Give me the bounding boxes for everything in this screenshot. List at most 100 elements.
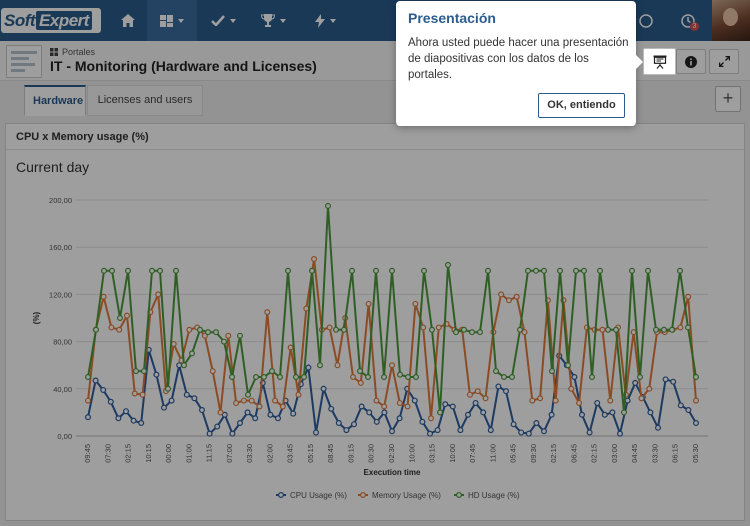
- line-chart: 0,00 40,00 80,00 120,00 160,00 200,00 (%) 09:45…: [32, 196, 708, 500]
- data-point: [411, 397, 418, 404]
- data-point: [493, 368, 500, 375]
- nav-goals-button[interactable]: [250, 0, 296, 41]
- data-point: [245, 391, 252, 398]
- presentation-button[interactable]: [643, 48, 676, 75]
- y-tick-label: 0,00: [57, 432, 72, 441]
- nav-help-button[interactable]: [634, 0, 658, 41]
- data-point: [92, 326, 99, 333]
- data-point: [358, 403, 365, 410]
- data-point: [139, 391, 146, 398]
- chevron-down-icon: [279, 18, 286, 23]
- data-point: [503, 388, 510, 395]
- fullscreen-button[interactable]: [709, 49, 739, 74]
- data-point: [389, 362, 396, 369]
- nav-actions-button[interactable]: [302, 0, 348, 41]
- y-tick-label: 160,00: [49, 243, 72, 252]
- x-tick-label: 02:15: [124, 444, 133, 463]
- data-point: [576, 399, 583, 406]
- data-point: [609, 409, 616, 416]
- x-tick-label: 02:00: [265, 444, 274, 463]
- data-point: [317, 362, 324, 369]
- data-point: [116, 315, 123, 322]
- x-tick-label: 05:15: [306, 444, 315, 463]
- y-tick-label: 40,00: [53, 385, 72, 394]
- nav-dashboard-button[interactable]: [147, 0, 197, 41]
- x-tick-label: 00:00: [164, 444, 173, 463]
- data-point: [285, 267, 292, 274]
- data-point: [466, 391, 473, 398]
- legend-label: HD Usage (%): [468, 491, 520, 500]
- popover-body: Ahora usted puede hacer una presentación…: [408, 37, 629, 81]
- data-point: [357, 379, 364, 386]
- breadcrumb[interactable]: Portales: [50, 47, 95, 57]
- presentation-icon: [653, 55, 666, 69]
- data-point: [373, 397, 380, 404]
- data-point: [537, 395, 544, 402]
- tab-hardware[interactable]: Hardware: [24, 85, 86, 116]
- data-point: [652, 326, 659, 333]
- nav-home-button[interactable]: [110, 0, 146, 41]
- tab-licenses-and-users[interactable]: Licenses and users: [87, 85, 203, 116]
- chart-panel: CPU x Memory usage (%) Current day 0,00 4…: [5, 123, 745, 521]
- nav-notifications-button[interactable]: [676, 0, 700, 41]
- data-point: [501, 374, 508, 381]
- data-point: [647, 409, 654, 416]
- data-point: [123, 312, 130, 319]
- data-point: [108, 324, 115, 331]
- chevron-down-icon: [329, 18, 336, 23]
- data-point: [685, 293, 692, 300]
- data-point: [328, 405, 335, 412]
- add-tab-button[interactable]: +: [715, 86, 741, 112]
- nav-tasks-button[interactable]: [200, 0, 246, 41]
- data-point: [84, 414, 91, 421]
- data-point: [267, 411, 274, 418]
- softexpert-logo[interactable]: Soft Expert: [1, 8, 101, 33]
- expand-icon: [718, 56, 730, 67]
- data-point: [256, 403, 263, 410]
- data-point: [396, 399, 403, 406]
- user-avatar[interactable]: [712, 0, 750, 41]
- data-point: [141, 368, 148, 375]
- data-point: [115, 415, 122, 422]
- data-point: [334, 362, 341, 369]
- data-point: [269, 368, 276, 375]
- data-point: [449, 403, 456, 410]
- portal-thumbnail: [6, 45, 42, 78]
- x-tick-label: 03:00: [610, 444, 619, 463]
- data-point: [442, 401, 449, 408]
- data-point: [480, 409, 487, 416]
- data-point: [206, 430, 213, 437]
- data-point: [435, 324, 442, 331]
- data-point: [261, 374, 268, 381]
- data-point: [607, 397, 614, 404]
- data-point: [505, 297, 512, 304]
- data-point: [461, 326, 468, 333]
- x-tick-label: 06:15: [671, 444, 680, 463]
- y-tick-label: 120,00: [49, 290, 72, 299]
- data-point: [233, 399, 240, 406]
- data-point: [477, 329, 484, 336]
- data-point: [601, 411, 608, 418]
- data-point: [548, 368, 555, 375]
- x-tick-label: 03:15: [428, 444, 437, 463]
- ok-got-it-button[interactable]: OK, entiendo: [538, 93, 625, 118]
- data-point: [677, 402, 684, 409]
- data-point: [381, 409, 388, 416]
- data-point: [290, 410, 297, 417]
- x-tick-label: 11:15: [205, 444, 214, 462]
- data-point: [100, 386, 107, 393]
- data-point: [662, 376, 669, 383]
- portal-icon: [50, 48, 58, 56]
- data-point: [580, 267, 587, 274]
- info-icon: [685, 55, 697, 68]
- data-point: [217, 409, 224, 416]
- data-point: [692, 397, 699, 404]
- data-point: [588, 374, 595, 381]
- data-point: [405, 374, 412, 381]
- data-point: [253, 374, 260, 381]
- data-point: [620, 409, 627, 416]
- data-point: [599, 326, 606, 333]
- info-button[interactable]: [676, 49, 706, 74]
- data-point: [571, 374, 578, 381]
